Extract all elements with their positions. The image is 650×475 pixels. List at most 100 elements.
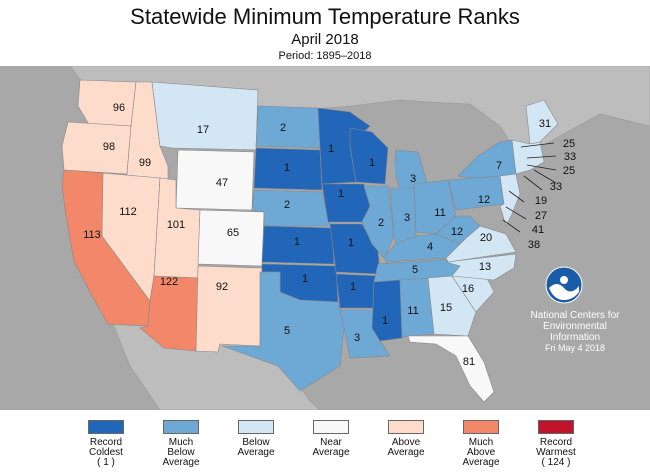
state-illinois bbox=[361, 185, 395, 259]
northeast-leader-lines bbox=[502, 142, 557, 233]
state-nebraska bbox=[251, 189, 331, 227]
legend-label: Record Coldest( 1 ) bbox=[89, 437, 123, 468]
map-title: Statewide Minimum Temperature Ranks bbox=[130, 4, 520, 29]
state-texas bbox=[221, 271, 345, 392]
rank-massachusetts: 25 bbox=[563, 165, 575, 177]
state-west-virginia bbox=[435, 215, 481, 245]
rank-texas: 5 bbox=[284, 325, 290, 337]
map-period: Period: 1895–2018 bbox=[278, 50, 372, 62]
rank-nebraska: 2 bbox=[284, 199, 290, 211]
map-header: Statewide Minimum Temperature Ranks Apri… bbox=[0, 0, 650, 66]
legend-label: Much Above Average bbox=[462, 437, 500, 468]
rank-rhode-island: 33 bbox=[550, 181, 562, 193]
legend-swatch-record-warmest bbox=[538, 420, 574, 434]
legend-swatch-record-coldest bbox=[88, 420, 124, 434]
state-new-mexico bbox=[195, 265, 263, 353]
rank-georgia: 15 bbox=[440, 302, 452, 314]
legend-much-below: Much Below Average bbox=[143, 420, 219, 468]
rank-kentucky: 4 bbox=[427, 241, 433, 253]
rank-iowa: 1 bbox=[338, 188, 344, 200]
credit-line-2: Environmental bbox=[543, 321, 607, 332]
rank-delaware: 41 bbox=[532, 224, 544, 236]
rank-florida: 81 bbox=[463, 356, 475, 368]
rank-oregon: 98 bbox=[103, 141, 115, 153]
state-alabama bbox=[399, 277, 435, 339]
state-south-dakota bbox=[253, 147, 323, 191]
rank-arkansas: 1 bbox=[350, 281, 356, 293]
rank-virginia: 20 bbox=[480, 232, 492, 244]
rank-missouri: 1 bbox=[348, 237, 354, 249]
rank-washington: 96 bbox=[113, 102, 125, 114]
state-georgia bbox=[427, 275, 477, 337]
legend-record-coldest: Record Coldest( 1 ) bbox=[68, 420, 144, 468]
legend: Record Coldest( 1 ) Much Below Average Belo… bbox=[0, 410, 650, 475]
rank-south-carolina: 16 bbox=[462, 283, 474, 295]
legend-label: Above Average bbox=[387, 437, 425, 458]
rank-vermont: 33 bbox=[564, 151, 576, 163]
legend-label: Much Below Average bbox=[162, 437, 200, 468]
rank-minnesota: 1 bbox=[328, 143, 334, 155]
state-florida bbox=[407, 335, 495, 403]
state-north-carolina bbox=[445, 253, 517, 281]
rank-tennessee: 5 bbox=[412, 264, 418, 276]
rank-south-dakota: 1 bbox=[284, 162, 290, 174]
state-missouri bbox=[329, 223, 381, 275]
rank-wisconsin: 1 bbox=[369, 157, 375, 169]
rank-new-york: 7 bbox=[496, 160, 502, 172]
rank-idaho: 99 bbox=[139, 157, 151, 169]
credit-block: National Centers for Environmental Infor… bbox=[505, 310, 645, 354]
state-montana bbox=[151, 81, 259, 151]
state-kansas bbox=[261, 225, 335, 265]
rank-pennsylvania: 12 bbox=[478, 194, 490, 206]
rank-michigan: 3 bbox=[410, 173, 416, 185]
rank-new-mexico: 92 bbox=[216, 281, 228, 293]
rank-alabama: 11 bbox=[407, 305, 418, 317]
rank-montana: 17 bbox=[197, 124, 209, 136]
credit-date: Fri May 4 2018 bbox=[544, 343, 606, 353]
state-mississippi bbox=[371, 279, 403, 342]
state-washington bbox=[77, 79, 137, 127]
rank-maine: 31 bbox=[539, 118, 551, 130]
rank-ohio: 11 bbox=[434, 207, 445, 219]
rank-new-hampshire: 25 bbox=[563, 138, 575, 150]
lake-michigan bbox=[388, 150, 396, 186]
credit-line-1: National Centers for bbox=[530, 310, 620, 321]
rank-oklahoma: 1 bbox=[302, 273, 308, 285]
legend-label: Below Average bbox=[237, 437, 275, 458]
rank-kansas: 1 bbox=[294, 236, 300, 248]
state-mid-atlantic bbox=[499, 173, 521, 227]
legend-record-warmest: Record Warmest( 124 ) bbox=[518, 420, 594, 468]
rank-new-jersey: 27 bbox=[535, 210, 547, 222]
rank-arizona: 122 bbox=[160, 276, 178, 288]
map-subtitle: April 2018 bbox=[291, 31, 359, 48]
rank-utah: 101 bbox=[167, 219, 185, 231]
rank-north-dakota: 2 bbox=[280, 122, 286, 134]
state-pennsylvania bbox=[447, 175, 505, 211]
rank-nevada: 112 bbox=[119, 206, 137, 218]
rank-maryland: 38 bbox=[528, 239, 540, 251]
legend-label: Record Warmest( 124 ) bbox=[536, 437, 576, 468]
legend-above: Above Average bbox=[368, 420, 444, 458]
legend-swatch-near bbox=[313, 420, 349, 434]
legend-swatch-below bbox=[238, 420, 274, 434]
rank-mississippi: 1 bbox=[382, 315, 388, 327]
us-map-svg: 96 98 99 17 47 113 112 101 65 122 92 2 1… bbox=[61, 66, 650, 410]
rank-colorado: 65 bbox=[227, 227, 239, 239]
rank-north-carolina: 13 bbox=[479, 261, 491, 273]
legend-swatch-much-above bbox=[463, 420, 499, 434]
legend-swatch-above bbox=[388, 420, 424, 434]
noaa-logo-icon bbox=[545, 266, 583, 304]
us-map: 96 98 99 17 47 113 112 101 65 122 92 2 1… bbox=[0, 66, 650, 410]
rank-illinois: 2 bbox=[378, 217, 384, 229]
legend-much-above: Much Above Average bbox=[443, 420, 519, 468]
rank-louisiana: 3 bbox=[354, 332, 360, 344]
state-iowa bbox=[321, 183, 371, 223]
state-new-york bbox=[457, 139, 517, 179]
legend-swatch-much-below bbox=[163, 420, 199, 434]
rank-west-virginia: 12 bbox=[451, 226, 463, 238]
rank-wyoming: 47 bbox=[216, 177, 228, 189]
legend-label: Near Average bbox=[312, 437, 350, 458]
state-maine bbox=[525, 99, 559, 145]
rank-connecticut: 19 bbox=[535, 195, 547, 207]
state-wisconsin bbox=[349, 127, 389, 185]
